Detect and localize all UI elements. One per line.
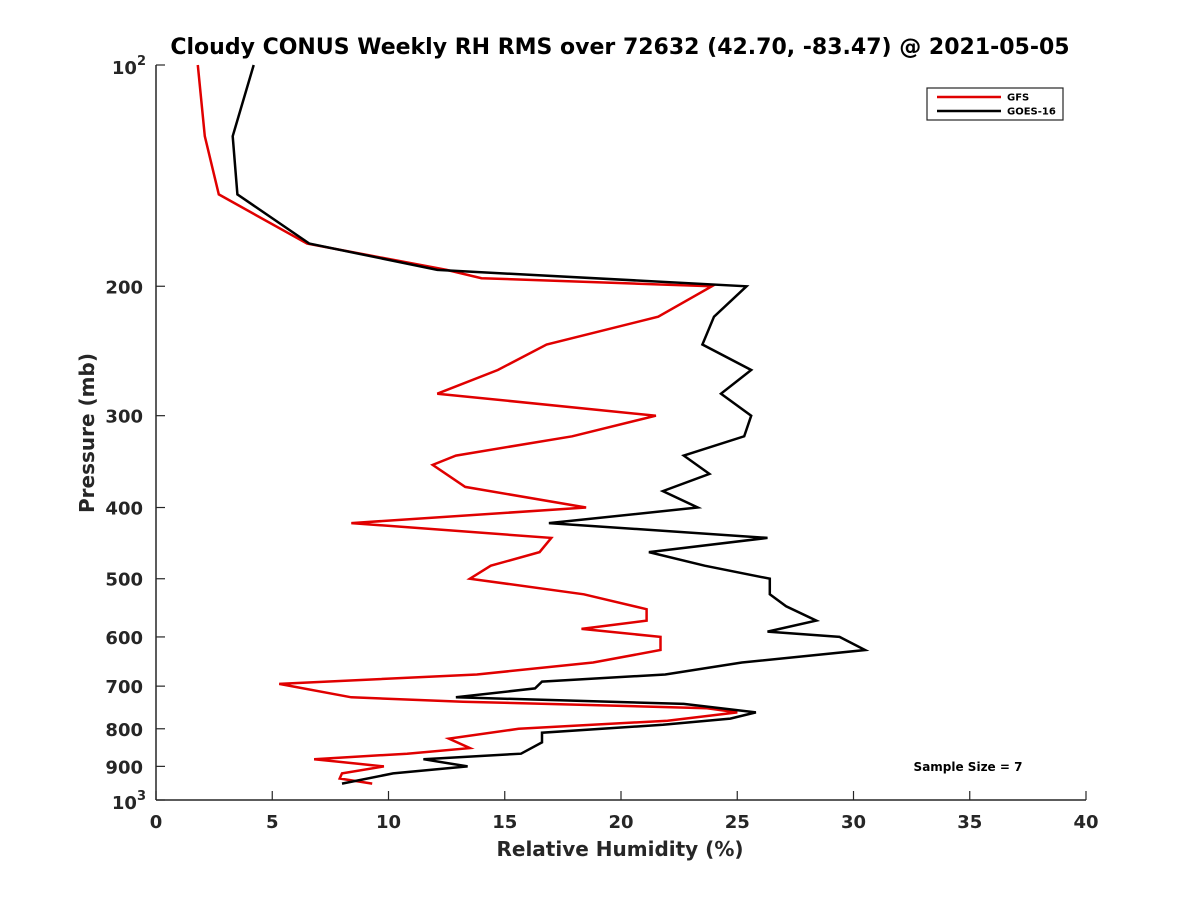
sample-size-annotation: Sample Size = 7 <box>914 760 1023 774</box>
x-tick-label: 20 <box>608 812 633 833</box>
x-tick-label: 5 <box>266 812 279 833</box>
legend-box <box>926 87 1064 121</box>
y-tick-label: 102 <box>112 54 146 79</box>
x-tick-label: 0 <box>150 812 163 833</box>
y-tick-label: 300 <box>105 407 143 428</box>
x-tick-label: 30 <box>841 812 866 833</box>
x-tick-label: 10 <box>376 812 401 833</box>
y-tick-label: 500 <box>105 570 143 591</box>
y-tick-label: 800 <box>105 720 143 741</box>
y-tick-label: 103 <box>112 789 146 814</box>
chart-title: Cloudy CONUS Weekly RH RMS over 72632 (4… <box>170 35 1069 60</box>
plot-area: 0 5 10 15 20 25 30 35 40 102 200 300 400 500 600 700 800… <box>105 54 1098 833</box>
x-axis-label: Relative Humidity (%) <box>496 837 743 861</box>
legend-label-gfs: GFS <box>1007 93 1029 104</box>
x-tick-label: 40 <box>1073 812 1098 833</box>
series-line-gfs <box>196 64 738 785</box>
x-tick-label: 35 <box>957 812 982 833</box>
y-tick-label: 900 <box>105 757 143 778</box>
x-tick-label: 25 <box>725 812 750 833</box>
y-tick-label: 600 <box>105 628 143 649</box>
y-tick-label: 200 <box>105 277 143 298</box>
y-tick-label: 700 <box>105 677 143 698</box>
x-tick-label: 15 <box>492 812 517 833</box>
y-axis-label: Pressure (mb) <box>75 353 99 513</box>
series-line-goes-16 <box>231 64 870 785</box>
legend-label-goes-16: GOES-16 <box>1007 107 1056 118</box>
y-tick-label: 400 <box>105 499 143 520</box>
legend: GFS GOES-16 <box>926 87 1064 121</box>
